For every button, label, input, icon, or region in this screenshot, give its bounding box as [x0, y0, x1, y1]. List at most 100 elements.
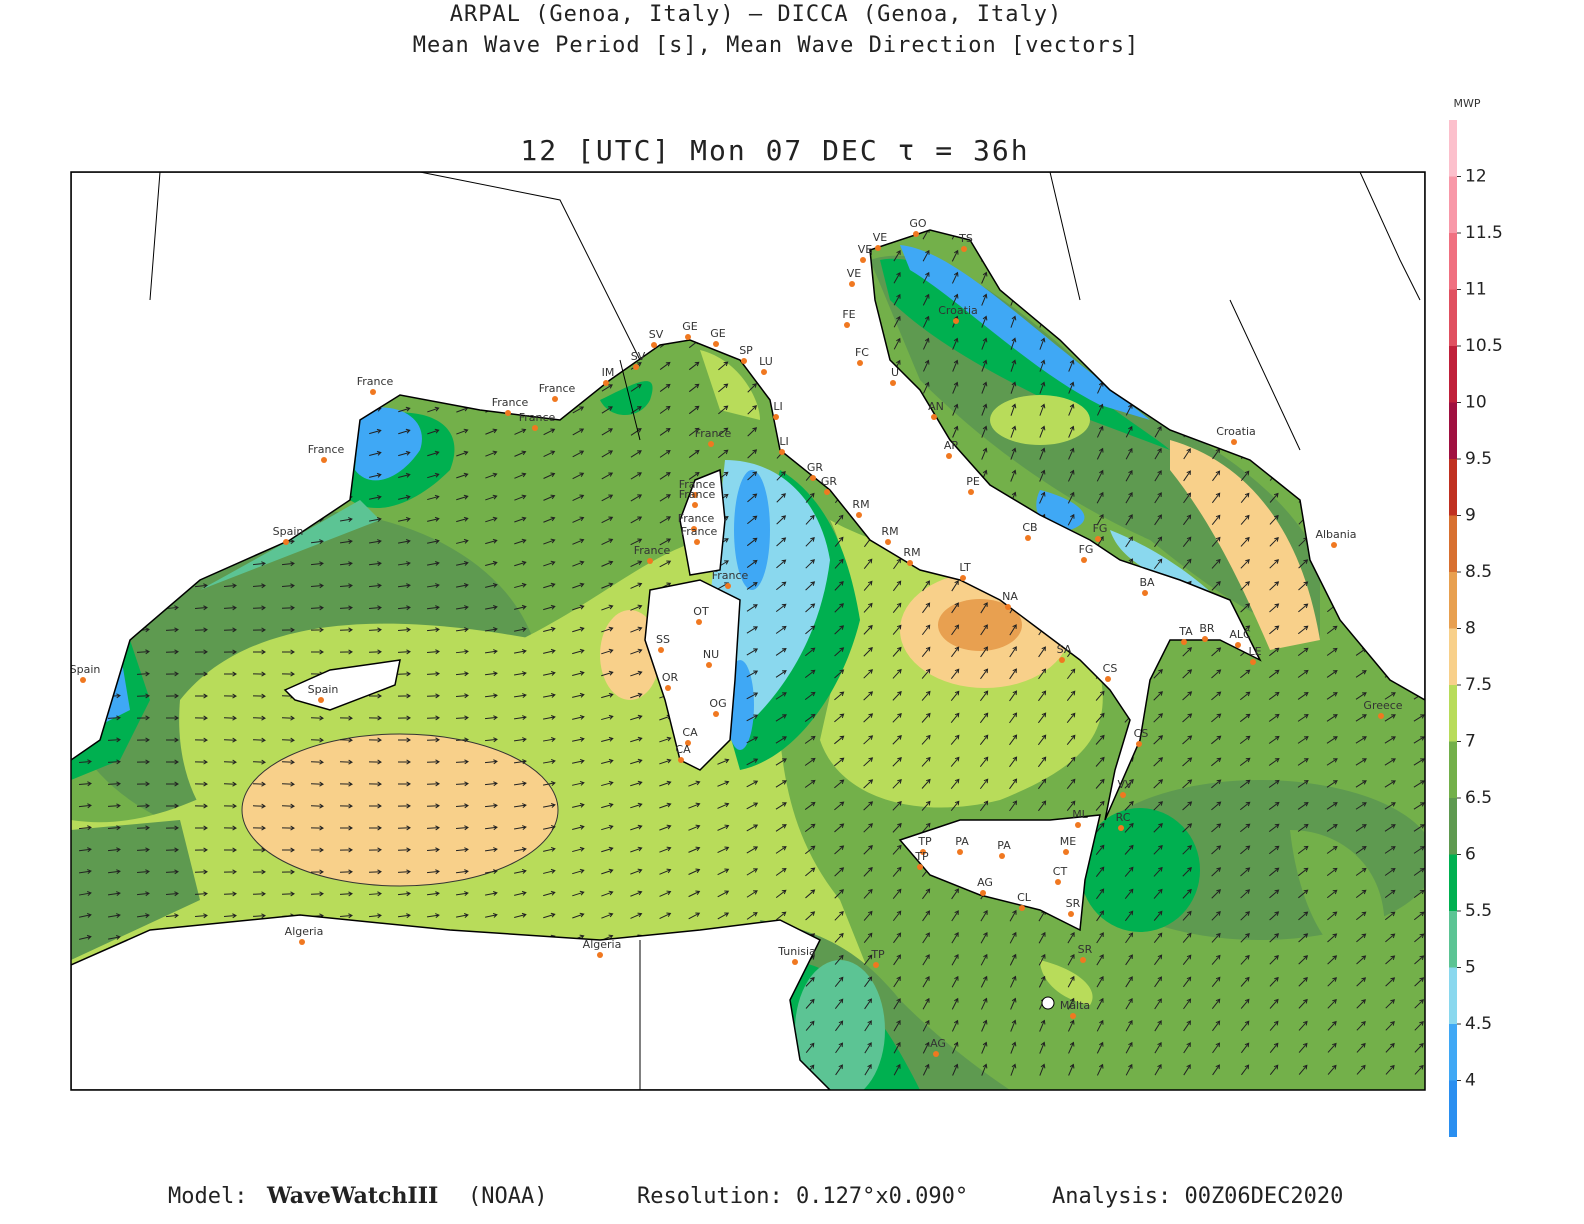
vector — [310, 539, 324, 545]
station-dot — [1202, 636, 1208, 642]
vector — [630, 670, 643, 677]
station-dot — [1142, 590, 1148, 596]
vector — [1010, 1063, 1017, 1076]
vector — [688, 802, 701, 809]
vector — [1125, 492, 1133, 504]
vector — [485, 891, 498, 896]
vector — [1269, 581, 1280, 591]
vector — [339, 781, 353, 787]
vector — [1153, 669, 1163, 679]
vector — [1326, 758, 1338, 766]
vector — [455, 759, 469, 765]
vector — [601, 890, 614, 897]
vector — [1009, 624, 1017, 636]
station-dot — [708, 441, 714, 447]
vector — [659, 890, 672, 897]
vector — [455, 825, 469, 831]
vector — [979, 712, 989, 724]
vector — [630, 450, 642, 458]
vector — [1211, 713, 1222, 723]
vector — [252, 759, 266, 765]
vector — [776, 581, 787, 591]
vector — [717, 912, 730, 920]
vector — [805, 976, 815, 987]
vector — [1385, 999, 1395, 1009]
vector — [1009, 690, 1018, 702]
vector — [923, 359, 930, 372]
vector — [136, 737, 150, 743]
vector — [485, 516, 498, 523]
vector — [893, 271, 901, 284]
station-label: AG — [977, 876, 993, 889]
vector — [1355, 758, 1367, 766]
station-label: SA — [1057, 643, 1072, 656]
vector — [1327, 977, 1337, 987]
vector — [804, 691, 816, 700]
vector — [1326, 625, 1338, 635]
vector — [485, 912, 498, 918]
vector — [952, 1063, 959, 1076]
station-label: VE — [847, 267, 862, 280]
vector — [1154, 1020, 1162, 1032]
vector — [1413, 736, 1425, 744]
vector — [252, 649, 266, 655]
vector — [1414, 999, 1424, 1009]
vector — [1010, 975, 1017, 988]
vector — [1009, 646, 1017, 658]
vector — [572, 472, 585, 480]
vector — [397, 627, 411, 633]
station-dot — [773, 414, 779, 420]
vector — [1327, 933, 1338, 943]
vector — [1297, 845, 1309, 854]
vector — [1211, 889, 1221, 899]
station-label: LT — [959, 561, 971, 574]
vector — [427, 516, 440, 522]
vector — [1240, 954, 1250, 965]
colorbar-band — [1449, 854, 1457, 911]
vector — [397, 671, 411, 677]
vector — [1327, 999, 1337, 1009]
vector — [1066, 690, 1076, 702]
vector — [1066, 712, 1076, 723]
vector — [688, 780, 701, 787]
station-label: TS — [958, 232, 973, 245]
colorbar-tick-label: 4.5 — [1465, 1014, 1492, 1034]
vector — [310, 561, 324, 567]
colorbar-title: MWP — [1453, 97, 1480, 110]
colorbar-tick-label: 12 — [1465, 167, 1487, 187]
vector — [923, 381, 930, 394]
vector — [746, 714, 759, 722]
vector — [892, 779, 902, 789]
vector — [950, 756, 960, 767]
colorbar-band — [1449, 515, 1457, 572]
vector — [921, 822, 931, 833]
vector — [775, 824, 787, 832]
vector — [485, 450, 498, 457]
vector — [1413, 758, 1425, 766]
vector — [659, 560, 672, 568]
vector — [368, 561, 382, 567]
vector — [805, 625, 816, 635]
vector — [1211, 954, 1221, 965]
vector — [194, 671, 208, 677]
vector — [339, 583, 353, 589]
vector — [281, 737, 295, 743]
vector — [78, 803, 92, 809]
station-label: France — [695, 427, 732, 440]
vector — [805, 889, 816, 899]
vector — [1037, 712, 1047, 724]
vector — [165, 869, 179, 875]
station-dot — [633, 364, 639, 370]
vector — [1037, 734, 1047, 746]
vector — [979, 756, 989, 768]
station-dot — [694, 539, 700, 545]
vector — [455, 781, 469, 787]
station-dot — [532, 425, 538, 431]
vector — [922, 271, 930, 284]
vector — [397, 715, 411, 721]
vector — [1182, 713, 1193, 723]
vector — [922, 975, 930, 988]
vector — [368, 737, 382, 743]
vector — [107, 869, 121, 875]
station-dot — [80, 677, 86, 683]
